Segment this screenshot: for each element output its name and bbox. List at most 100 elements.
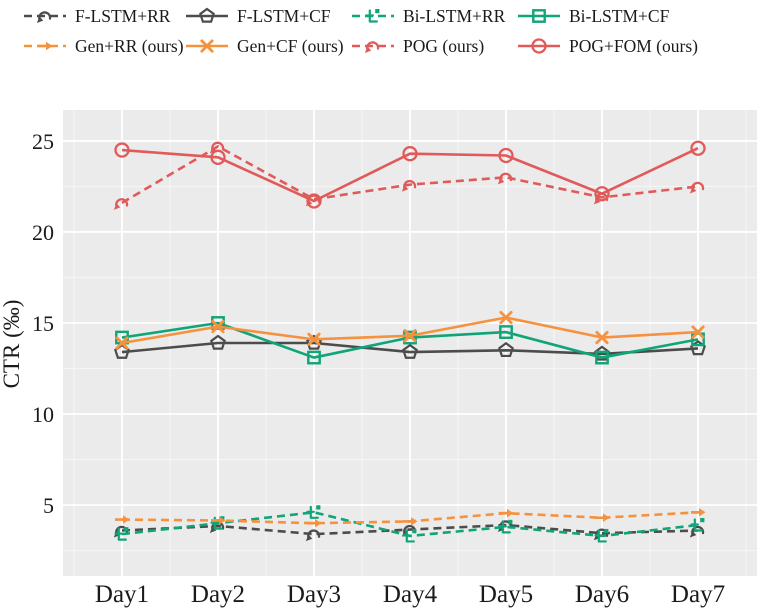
x-tick-label: Day1 xyxy=(95,581,149,608)
pentagon-marker-shape xyxy=(199,7,215,23)
square-marker-shape xyxy=(595,350,609,365)
legend-item-pog-fom-ours: POG+FOM (ours) xyxy=(518,36,698,56)
data-point-bi-lstm-cf-day3 xyxy=(307,350,321,365)
hook-arrow-head xyxy=(113,203,121,210)
y-tick-label: 15 xyxy=(32,311,54,336)
data-point-bi-lstm-rr-day1 xyxy=(114,527,129,541)
data-point-f-lstm-rr-day7 xyxy=(689,525,705,538)
arrow-marker-shape xyxy=(306,519,322,528)
bracket-strokes xyxy=(365,9,378,23)
hook-arrow-head xyxy=(401,185,409,192)
square-marker-shape xyxy=(307,350,321,365)
hook-arrow-head xyxy=(497,525,505,533)
square-marker-shape xyxy=(211,316,225,330)
series-gen-cf-ours xyxy=(115,310,705,350)
y-tick-label: 5 xyxy=(43,493,54,518)
legend-label: F-LSTM+CF xyxy=(237,6,331,26)
x-marker-shape xyxy=(307,332,321,346)
circle-marker-shape xyxy=(498,147,514,164)
data-point-gen-rr-ours-day2 xyxy=(210,516,226,525)
legend-marker-hook-arrow xyxy=(36,11,52,23)
x-marker-shape xyxy=(115,336,129,350)
data-point-f-lstm-cf-day2 xyxy=(210,334,226,350)
bracket-strokes xyxy=(498,520,511,534)
hook-arrow-head xyxy=(209,526,217,533)
data-point-bi-lstm-cf-day6 xyxy=(595,350,609,365)
legend-label: Gen+CF (ours) xyxy=(237,36,344,56)
bracket-dot xyxy=(316,505,321,510)
data-point-gen-rr-ours-day4 xyxy=(403,517,418,526)
legend-item-gen-cf-ours: Gen+CF (ours) xyxy=(186,36,344,56)
x-marker-shape xyxy=(403,329,417,343)
data-point-pog-ours-day1 xyxy=(113,198,129,210)
arrow-marker-shape xyxy=(403,517,418,526)
pentagon-marker-shape xyxy=(402,343,418,359)
legend-item-bi-lstm-rr: Bi-LSTM+RR xyxy=(352,6,506,26)
hook-arrow-head xyxy=(36,16,44,23)
bracket-strokes xyxy=(690,518,703,532)
bracket-strokes xyxy=(594,529,607,543)
data-point-pog-fom-ours-day7 xyxy=(690,140,706,156)
series-line-pog-ours xyxy=(121,145,699,204)
legend-label: POG+FOM (ours) xyxy=(569,36,698,56)
x-tick-label: Day3 xyxy=(287,581,341,608)
x-marker-shape xyxy=(211,320,225,334)
data-point-gen-rr-ours-day7 xyxy=(691,508,706,517)
x-tick-label: Day5 xyxy=(479,581,533,608)
arrow-marker-shape xyxy=(595,513,610,522)
legend-marker-arrow xyxy=(38,41,53,51)
square-marker-shape xyxy=(532,9,546,23)
data-point-gen-cf-ours-day1 xyxy=(115,336,129,350)
legend-marker-pentagon xyxy=(199,7,215,23)
data-point-bi-lstm-rr-day4 xyxy=(402,528,417,543)
x-marker-shape xyxy=(200,39,214,53)
x-tick-label: Day6 xyxy=(575,581,629,608)
arrow-marker-shape xyxy=(38,41,53,51)
circle-marker-shape xyxy=(594,186,610,202)
legend-marker-square xyxy=(532,9,546,23)
legend-item-f-lstm-rr: F-LSTM+RR xyxy=(24,6,171,26)
data-point-f-lstm-rr-day3 xyxy=(305,529,321,542)
legend-marker-circle xyxy=(531,38,547,54)
series-pog-fom-ours xyxy=(114,140,706,209)
series-gen-rr-ours xyxy=(114,508,706,528)
data-point-bi-lstm-cf-day4 xyxy=(403,330,417,345)
data-point-bi-lstm-rr-day7 xyxy=(690,518,705,532)
hook-arrow-head xyxy=(209,146,217,154)
hook-arrow-head xyxy=(497,177,505,185)
bracket-dot xyxy=(124,527,129,532)
pentagon-marker-shape xyxy=(498,341,514,358)
data-point-f-lstm-cf-day4 xyxy=(402,343,418,359)
legend-label: Bi-LSTM+CF xyxy=(569,6,670,26)
data-point-bi-lstm-rr-day6 xyxy=(594,528,609,543)
hook-arrow-head xyxy=(689,530,697,538)
data-point-bi-lstm-rr-day3 xyxy=(306,505,321,519)
data-point-pog-ours-day2 xyxy=(209,141,225,154)
series-line-f-lstm-rr xyxy=(121,523,699,536)
x-marker-shape xyxy=(499,310,513,325)
circle-marker-shape xyxy=(402,146,418,162)
data-point-bi-lstm-cf-day5 xyxy=(499,325,513,339)
arrow-marker-shape xyxy=(210,516,226,525)
y-tick-label: 25 xyxy=(32,129,54,154)
data-point-gen-cf-ours-day2 xyxy=(211,320,225,334)
data-point-pog-ours-day7 xyxy=(689,181,705,194)
x-tick-label: Day2 xyxy=(191,581,245,608)
legend-marker-bracket xyxy=(365,9,380,23)
circle-marker-shape xyxy=(531,38,547,54)
data-point-gen-cf-ours-day6 xyxy=(595,330,609,345)
data-point-pog-ours-day5 xyxy=(497,172,513,185)
square-marker-shape xyxy=(499,325,513,339)
legend-item-gen-rr-ours: Gen+RR (ours) xyxy=(24,36,184,56)
data-point-bi-lstm-cf-day2 xyxy=(211,316,225,330)
y-tick-label: 10 xyxy=(32,402,54,427)
x-marker-shape xyxy=(691,325,705,339)
bracket-dot xyxy=(700,518,705,523)
data-point-pog-fom-ours-day6 xyxy=(594,186,610,202)
x-marker-shape xyxy=(595,330,609,345)
legend-label: Gen+RR (ours) xyxy=(75,36,184,56)
circle-marker-shape xyxy=(690,140,706,156)
series-line-f-lstm-cf xyxy=(121,341,699,356)
data-point-gen-rr-ours-day6 xyxy=(595,513,610,522)
